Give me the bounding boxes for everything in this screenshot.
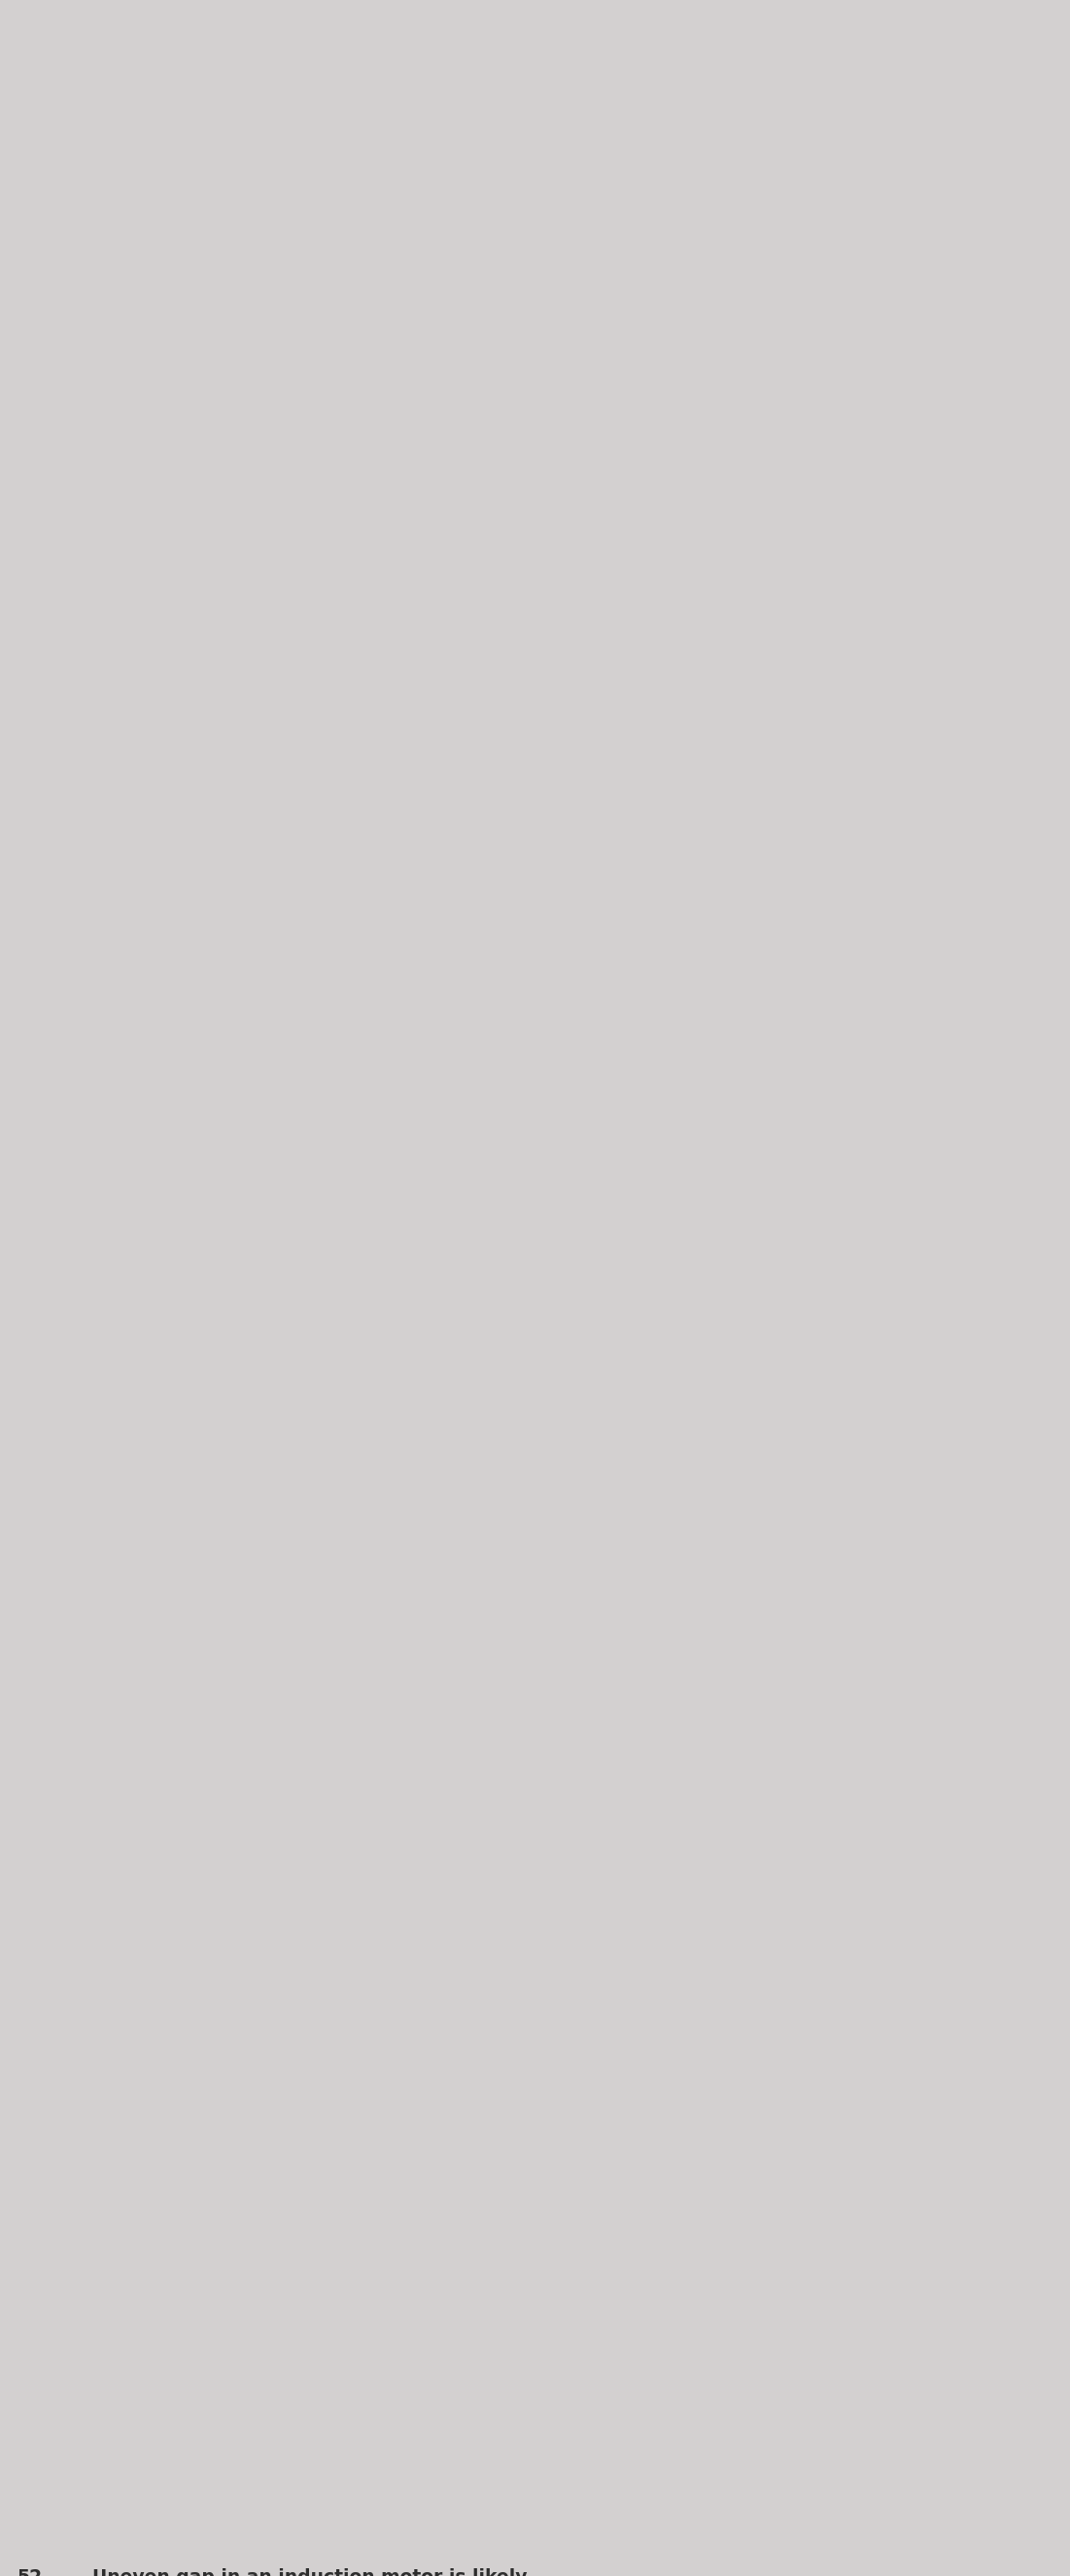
Text: Uneven gap in an induction motor is likely: Uneven gap in an induction motor is like… (92, 2568, 528, 2576)
Text: 52.: 52. (17, 2568, 49, 2576)
